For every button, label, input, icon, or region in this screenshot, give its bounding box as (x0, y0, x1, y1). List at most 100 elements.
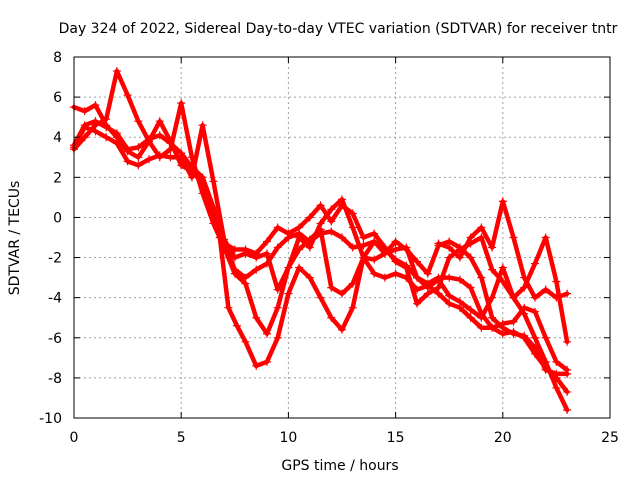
data-point (91, 101, 100, 110)
data-point (215, 233, 224, 242)
data-point (370, 237, 379, 246)
data-point (488, 313, 497, 322)
data-point (552, 383, 561, 392)
data-point (295, 233, 304, 242)
data-point (316, 293, 325, 302)
data-point (252, 265, 261, 274)
data-point (488, 265, 497, 274)
data-point (370, 269, 379, 278)
data-point (520, 273, 529, 282)
data-point (391, 269, 400, 278)
tick-labels: 0 5 10 15 20 25 -10 -8 -6 -4 -2 0 2 4 6 8 (39, 50, 619, 446)
series-track-4 (70, 121, 572, 374)
y-tick-label: -10 (39, 411, 62, 427)
data-point (224, 303, 233, 312)
data-point (477, 313, 486, 322)
data-point (134, 143, 143, 152)
data-point (455, 243, 464, 252)
data-point (413, 285, 422, 294)
data-point (134, 117, 143, 126)
x-tick-label: 20 (494, 430, 512, 446)
data-point (434, 239, 443, 248)
data-point (402, 245, 411, 254)
data-point (166, 153, 175, 162)
data-point (445, 273, 454, 282)
data-point (434, 289, 443, 298)
data-point (166, 145, 175, 154)
data-point (541, 333, 550, 342)
data-point (123, 147, 132, 156)
data-point (552, 293, 561, 302)
data-point (445, 243, 454, 252)
data-point (209, 219, 218, 228)
data-point (348, 223, 357, 232)
data-point (423, 269, 432, 278)
data-point (273, 285, 282, 294)
data-point (112, 67, 121, 76)
data-point (488, 323, 497, 332)
data-point (91, 127, 100, 136)
data-point (252, 361, 261, 370)
data-point (155, 131, 164, 140)
data-point (232, 321, 241, 330)
y-tick-label: -4 (48, 291, 62, 307)
data-point (520, 331, 529, 340)
chart-title: Day 324 of 2022, Sidereal Day-to-day VTE… (59, 21, 618, 37)
data-point (80, 107, 89, 116)
data-point (445, 299, 454, 308)
data-point (316, 225, 325, 234)
data-point (262, 237, 271, 246)
data-point (563, 289, 572, 298)
data-point (413, 299, 422, 308)
data-point (187, 173, 196, 182)
y-tick-label: 6 (53, 90, 62, 106)
data-point (273, 333, 282, 342)
data-point (348, 243, 357, 252)
data-point (445, 253, 454, 262)
series-group (70, 67, 572, 414)
data-point (112, 139, 121, 148)
data-point (338, 289, 346, 298)
series-line (217, 235, 570, 369)
data-point (338, 233, 346, 242)
y-axis-label: SDTVAR / TECUs (7, 181, 23, 296)
data-point (380, 245, 389, 254)
data-point (509, 329, 518, 338)
data-point (80, 123, 89, 132)
y-tick-label: -2 (48, 251, 62, 267)
data-point (498, 319, 507, 328)
data-point (520, 283, 529, 292)
y-tick-label: 0 (53, 210, 62, 226)
data-point (262, 357, 271, 366)
data-point (563, 387, 572, 396)
data-point (252, 313, 261, 322)
data-point (552, 277, 561, 286)
data-point (445, 291, 454, 300)
data-point (413, 257, 422, 266)
data-point (477, 223, 486, 232)
data-point (145, 137, 154, 146)
data-point (145, 155, 154, 164)
data-point (134, 153, 143, 162)
x-tick-label: 5 (177, 430, 186, 446)
data-point (198, 121, 207, 130)
data-point (155, 117, 164, 126)
data-point (455, 253, 464, 262)
data-point (466, 313, 475, 322)
data-point (477, 323, 486, 332)
data-point (123, 157, 132, 166)
data-point (134, 161, 143, 170)
data-point (563, 365, 572, 374)
data-point (327, 217, 336, 226)
data-point (509, 293, 518, 302)
data-point (541, 233, 550, 242)
series-track-6 (434, 197, 572, 302)
data-point (198, 189, 207, 198)
data-point (455, 297, 464, 306)
data-point (284, 229, 293, 238)
data-point (327, 313, 336, 322)
data-point (563, 405, 572, 414)
data-point (230, 269, 239, 278)
data-point (552, 357, 561, 366)
